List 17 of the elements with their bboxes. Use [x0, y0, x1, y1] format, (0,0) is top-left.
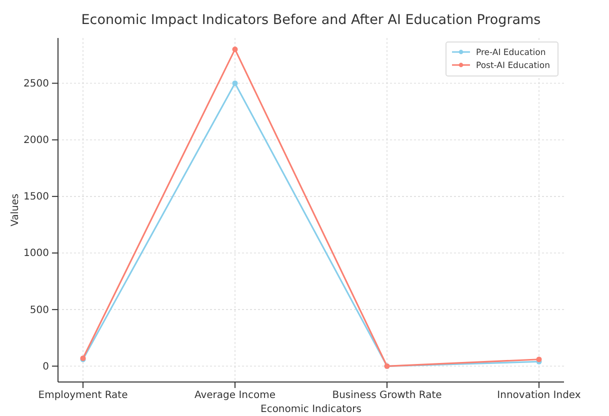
- x-tick-label: Innovation Index: [497, 390, 581, 402]
- x-tick-label: Business Growth Rate: [332, 390, 442, 402]
- x-tick-label: Average Income: [194, 390, 276, 402]
- y-tick-label: 1000: [24, 248, 49, 260]
- x-tick-label: Employment Rate: [38, 390, 128, 402]
- y-tick-label: 1500: [24, 192, 49, 203]
- y-tick-label: 2000: [24, 135, 49, 146]
- y-tick-label: 500: [30, 304, 49, 316]
- x-axis-title: Economic Indicators: [260, 404, 362, 415]
- y-tick-label: 0: [42, 361, 49, 372]
- legend-label: Post-AI Education: [476, 61, 550, 71]
- y-axis-title: Values: [10, 194, 21, 226]
- chart-title: Economic Impact Indicators Before and After AI Education Programs: [81, 12, 541, 28]
- point: [232, 80, 238, 86]
- point: [232, 46, 238, 52]
- y-tick-label: 2500: [24, 78, 49, 90]
- legend-label: Pre-AI Education: [476, 48, 546, 58]
